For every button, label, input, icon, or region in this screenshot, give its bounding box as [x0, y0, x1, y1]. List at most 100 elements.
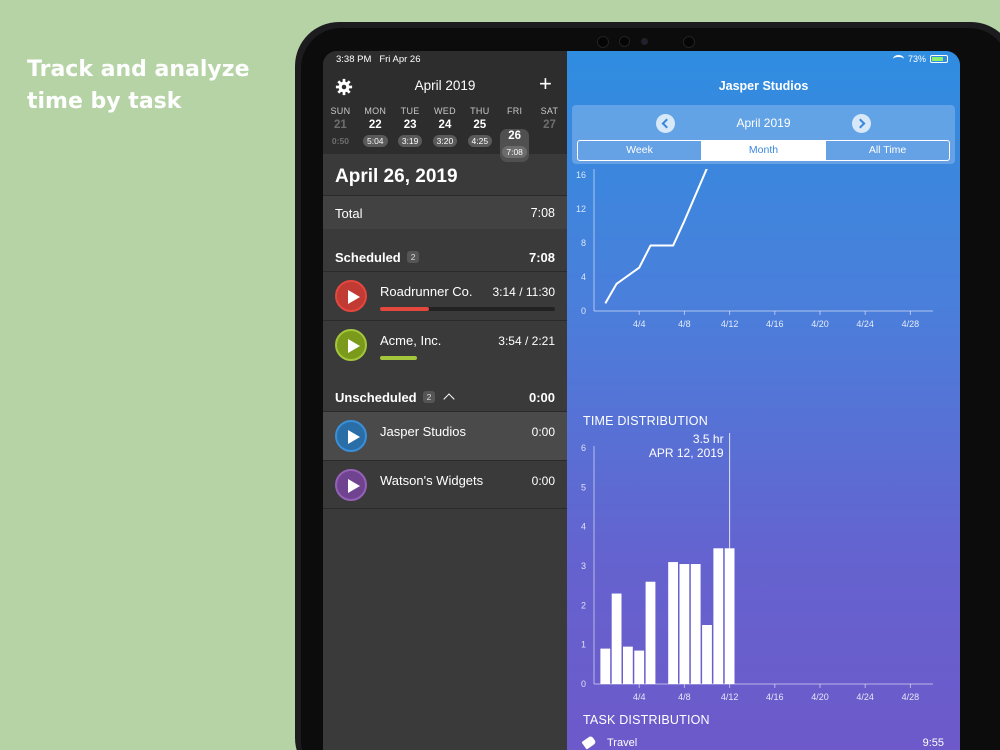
bar [724, 548, 735, 684]
report-title: Jasper Studios [718, 79, 809, 93]
day-name: MON [364, 106, 387, 116]
unscheduled-label: Unscheduled [335, 390, 417, 405]
day-name: SAT [540, 106, 559, 116]
day-name: THU [470, 106, 490, 116]
unscheduled-count-badge: 2 [422, 391, 436, 403]
total-label: Total [335, 206, 363, 221]
calendar-month-title: April 2019 [414, 78, 476, 93]
calendar-day-22[interactable]: MON 22 5:04 [358, 106, 393, 162]
task-distribution-name: Travel [607, 737, 638, 749]
period-segmented-control: Week Month All Time [577, 140, 950, 161]
line-chart-plot: 048121620244/44/84/124/164/204/244/28GOA… [576, 169, 933, 329]
task-progress-bar [380, 356, 555, 360]
scheduled-section-header[interactable]: Scheduled 2 [335, 250, 420, 265]
time-distribution-label: TIME DISTRIBUTION [583, 414, 708, 428]
bar [668, 562, 678, 684]
task-distribution-label: TASK DISTRIBUTION [583, 713, 710, 727]
app-screen: 3:38 PM Fri Apr 26 April 2019 + SUN 21 0:5… [323, 51, 960, 750]
selected-date-title: April 26, 2019 [335, 166, 458, 187]
y-tick-label: 5 [581, 482, 586, 492]
play-icon[interactable] [335, 329, 367, 361]
task-row-jasper[interactable]: Jasper Studios 0:00 [323, 411, 567, 460]
day-total-badge: 0:50 [331, 136, 349, 146]
segment-all-time[interactable]: All Time [868, 144, 907, 156]
bar [679, 564, 690, 684]
unscheduled-section-header[interactable]: Unscheduled 2 [335, 390, 456, 405]
task-distribution-value: 9:55 [922, 737, 944, 749]
chevron-left-icon[interactable] [656, 114, 675, 133]
task-name: Roadrunner Co. [380, 284, 473, 299]
day-total-badge: 3:19 [397, 135, 423, 147]
day-name: WED [434, 106, 456, 116]
y-tick-label: 4 [581, 522, 586, 532]
bar [690, 564, 701, 684]
bar [623, 646, 633, 684]
day-date: 22 [368, 119, 382, 131]
front-camera [641, 38, 648, 45]
x-tick-label: 4/20 [811, 319, 829, 329]
calendar-day-25[interactable]: THU 25 4:25 [462, 106, 497, 162]
day-name: FRI [506, 106, 523, 116]
task-time: 0:00 [531, 474, 555, 488]
play-icon[interactable] [335, 469, 367, 501]
x-tick-label: 4/8 [678, 692, 691, 702]
calendar-day-24[interactable]: WED 24 3:20 [428, 106, 463, 162]
camera-sensor [597, 36, 609, 48]
chevron-right-icon[interactable] [852, 114, 871, 133]
x-tick-label: 4/16 [766, 319, 784, 329]
task-name: Watson's Widgets [380, 473, 484, 488]
tag-icon [581, 735, 597, 750]
day-date: 21 [334, 119, 347, 131]
segment-week[interactable]: Week [578, 141, 702, 160]
camera-sensor [683, 36, 695, 48]
bar [600, 648, 611, 684]
week-strip: SUN 21 0:50 MON 22 5:04 TUE 23 3:19 WED 24 3:20 THU 2… [323, 106, 567, 162]
tooltip-value: 3.5 hr [693, 432, 724, 446]
day-date: 23 [403, 119, 417, 131]
scheduled-total: 7:08 [528, 250, 555, 265]
x-tick-label: 4/24 [856, 319, 874, 329]
bar [645, 581, 656, 684]
bar [702, 625, 712, 684]
task-distribution-row[interactable]: Travel 9:55 [581, 735, 944, 750]
x-tick-label: 4/4 [633, 692, 646, 702]
gear-icon[interactable] [335, 78, 353, 96]
day-box: 25 4:25 [462, 119, 497, 149]
y-tick-label: 6 [581, 443, 586, 453]
day-date: 26 [508, 130, 522, 142]
task-row-watson[interactable]: Watson's Widgets 0:00 [323, 460, 567, 509]
y-tick-label: 0 [581, 306, 586, 316]
task-row-roadrunner[interactable]: Roadrunner Co. 3:14 / 11:30 [323, 271, 567, 320]
x-tick-label: 4/16 [766, 692, 784, 702]
task-time: 0:00 [531, 425, 555, 439]
day-date: 24 [438, 119, 452, 131]
x-tick-label: 4/8 [678, 319, 691, 329]
play-icon[interactable] [335, 280, 367, 312]
y-tick-label: 12 [576, 204, 586, 214]
report-panel: 73% Jasper Studios April 2019 Week Month… [567, 51, 960, 750]
promo-line-1: Track and analyze [27, 57, 250, 82]
calendar-day-21[interactable]: SUN 21 0:50 [323, 106, 358, 162]
day-name: SUN [330, 106, 351, 116]
task-time: 3:54 / 2:21 [498, 334, 555, 348]
segment-month[interactable]: Month [702, 141, 826, 160]
scheduled-count-badge: 2 [406, 251, 420, 263]
day-date: 27 [543, 119, 556, 131]
cumulative-series-line [604, 169, 708, 304]
task-row-acme[interactable]: Acme, Inc. 3:54 / 2:21 [323, 320, 567, 369]
bar-chart-plot: 0 1 2 3 4 5 6 4/4 4/8 4/12 4/16 4/20 4/24 4/28 3.5 hrA… [581, 432, 933, 702]
scheduled-label: Scheduled [335, 250, 401, 265]
x-tick-label: 4/12 [721, 692, 739, 702]
add-icon[interactable]: + [539, 71, 552, 96]
calendar-day-26[interactable]: FRI 26 7:08 [497, 106, 532, 162]
day-box: 27 [532, 119, 567, 131]
y-tick-label: 3 [581, 561, 586, 571]
chevron-up-icon[interactable] [443, 393, 456, 405]
y-tick-label: 1 [581, 640, 586, 650]
time-distribution-bar-chart: 0 1 2 3 4 5 6 4/4 4/8 4/12 4/16 4/20 4/24 4/28 3.5 hrA… [581, 432, 933, 702]
calendar-day-27[interactable]: SAT 27 [532, 106, 567, 162]
day-box: 22 5:04 [358, 119, 393, 149]
play-icon[interactable] [335, 420, 367, 452]
calendar-day-23[interactable]: TUE 23 3:19 [393, 106, 428, 162]
task-progress-bar [380, 307, 555, 311]
